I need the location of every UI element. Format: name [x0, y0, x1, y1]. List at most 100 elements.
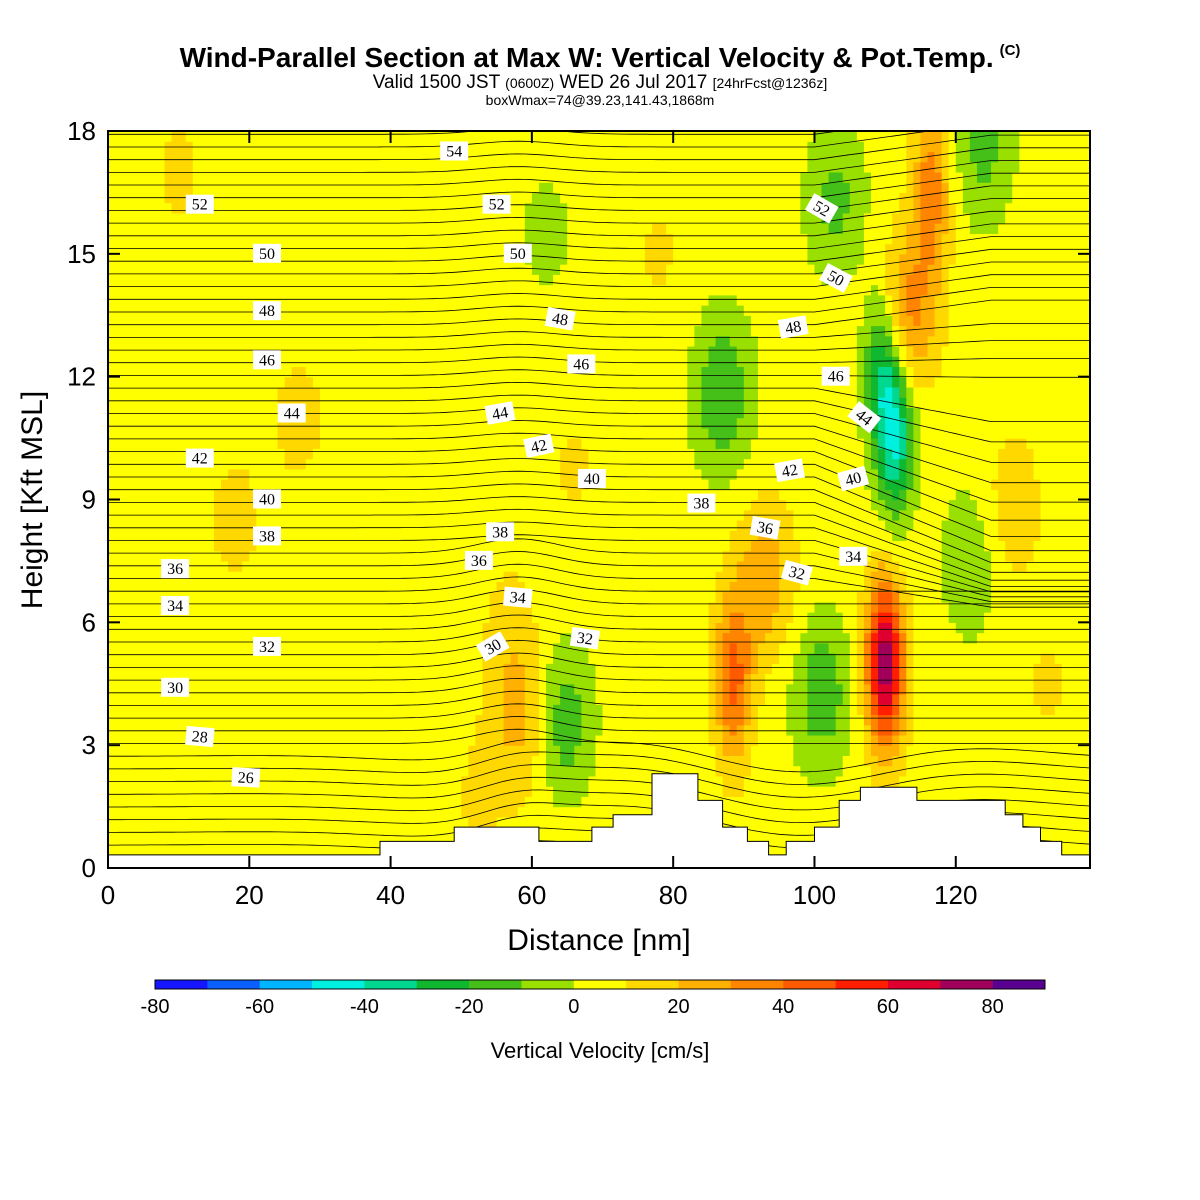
w-cell — [319, 673, 328, 685]
w-cell — [312, 816, 321, 828]
w-cell — [171, 182, 180, 194]
w-cell — [447, 509, 455, 521]
w-cell — [108, 663, 116, 675]
w-cell — [468, 663, 476, 675]
w-cell — [249, 571, 257, 582]
w-cell — [108, 837, 116, 849]
w-cell — [482, 724, 491, 736]
w-cell — [277, 233, 286, 245]
w-cell — [362, 581, 370, 593]
w-cell — [567, 775, 575, 787]
w-cell — [553, 724, 561, 736]
w-cell — [355, 233, 363, 245]
w-cell — [524, 714, 533, 726]
w-cell — [108, 171, 116, 183]
w-cell — [390, 550, 399, 562]
w-cell — [362, 202, 370, 214]
w-cell — [164, 714, 173, 726]
w-cell — [411, 223, 420, 234]
w-cell — [404, 376, 413, 388]
w-cell — [425, 683, 434, 695]
w-cell — [312, 171, 321, 183]
w-cell — [312, 427, 321, 439]
w-cell — [270, 601, 279, 613]
w-cell — [129, 714, 137, 726]
w-cell — [249, 171, 257, 183]
w-cell — [171, 315, 180, 327]
w-cell — [277, 765, 286, 777]
w-cell — [404, 161, 413, 173]
w-cell — [376, 560, 385, 572]
w-cell — [425, 202, 434, 214]
w-cell — [213, 642, 222, 654]
w-cell — [440, 202, 448, 214]
w-cell — [567, 131, 575, 142]
w-cell — [355, 734, 363, 746]
w-cell — [496, 315, 505, 327]
w-cell — [171, 243, 180, 255]
w-cell — [108, 151, 116, 163]
w-cell — [503, 376, 512, 388]
w-cell — [369, 499, 378, 511]
w-cell — [327, 325, 335, 337]
w-cell — [503, 693, 512, 705]
w-cell — [305, 601, 314, 613]
w-cell — [235, 530, 243, 542]
w-cell — [213, 612, 222, 623]
w-cell — [242, 376, 250, 388]
w-cell — [256, 816, 265, 828]
w-cell — [383, 131, 392, 142]
w-cell — [277, 366, 286, 378]
w-cell — [404, 182, 413, 194]
w-cell — [235, 519, 243, 531]
w-cell — [298, 571, 307, 582]
w-cell — [277, 294, 286, 306]
w-cell — [341, 356, 349, 368]
w-cell — [298, 161, 307, 173]
w-cell — [404, 806, 413, 818]
w-cell — [129, 417, 137, 429]
w-cell — [440, 499, 448, 511]
w-cell — [277, 345, 286, 357]
w-cell — [461, 479, 469, 490]
w-cell — [362, 806, 370, 818]
w-cell — [235, 642, 243, 654]
valid-time-text: Valid 1500 JST — [372, 72, 500, 93]
w-cell — [538, 489, 547, 501]
w-cell — [284, 673, 293, 685]
w-cell — [461, 417, 469, 429]
w-cell — [411, 796, 420, 808]
w-cell — [468, 243, 476, 255]
w-cell — [298, 796, 307, 808]
w-cell — [341, 704, 349, 716]
w-cell — [348, 284, 356, 296]
w-cell — [263, 591, 272, 603]
w-cell — [122, 724, 130, 736]
w-cell — [327, 673, 335, 685]
w-cell — [206, 847, 215, 859]
w-cell — [108, 345, 116, 357]
w-cell — [588, 212, 597, 224]
w-cell — [397, 663, 406, 675]
w-cell — [461, 448, 469, 460]
w-cell — [249, 653, 257, 664]
w-cell — [411, 151, 420, 163]
w-cell — [574, 755, 582, 767]
w-cell — [108, 489, 116, 501]
w-cell — [475, 468, 484, 480]
w-cell — [461, 345, 469, 357]
w-cell — [213, 151, 222, 163]
w-cell — [468, 407, 476, 419]
w-cell — [334, 714, 342, 726]
w-cell — [355, 745, 363, 757]
w-cell — [440, 489, 448, 501]
w-cell — [256, 796, 265, 808]
w-cell — [489, 376, 498, 388]
w-cell — [440, 571, 448, 582]
w-cell — [461, 356, 469, 368]
w-cell — [206, 182, 215, 194]
w-cell — [517, 223, 526, 234]
w-cell — [291, 816, 300, 828]
w-cell — [291, 581, 300, 593]
w-cell — [482, 632, 491, 644]
